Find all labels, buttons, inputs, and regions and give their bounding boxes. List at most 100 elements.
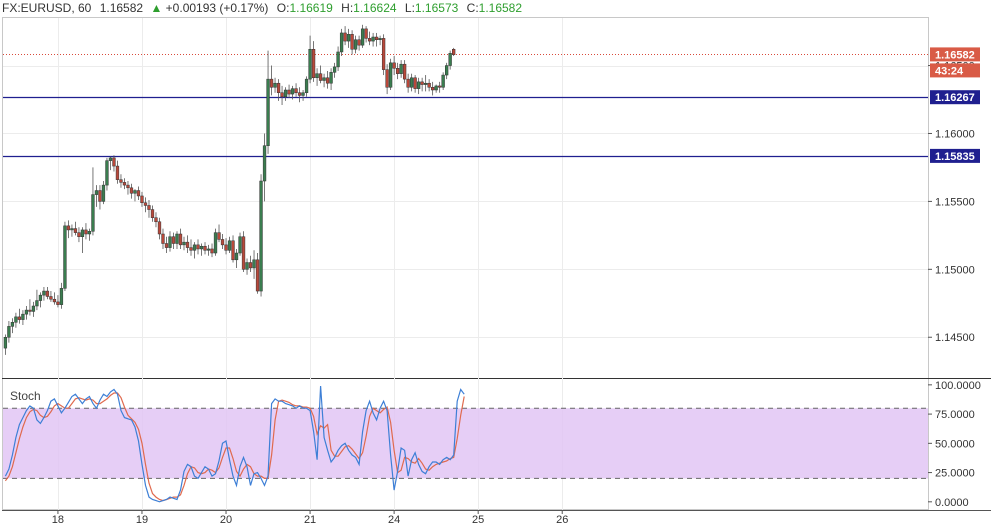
candle <box>392 56 396 76</box>
candle-body <box>203 245 207 251</box>
candle-body <box>420 81 424 85</box>
close-value: 1.16582 <box>478 1 523 15</box>
stoch-tick-label: 75.0000 <box>935 409 975 421</box>
candle <box>231 235 235 263</box>
candle-body <box>101 184 106 202</box>
candle-body <box>353 39 358 50</box>
candle-body <box>28 309 32 312</box>
countdown-tag: 43:24 <box>930 63 980 78</box>
candle <box>262 133 267 202</box>
candle-body <box>416 81 421 89</box>
candle-body <box>329 72 333 84</box>
candle <box>234 248 239 268</box>
candle-body <box>129 187 134 194</box>
candle <box>406 73 410 93</box>
candle-body <box>423 82 428 85</box>
candle-body <box>427 82 431 88</box>
candle <box>395 62 400 80</box>
candle-body <box>196 244 200 250</box>
candle <box>133 189 137 202</box>
candle <box>427 79 431 92</box>
last-price-tag-label: 1.16582 <box>935 49 975 61</box>
candle-body <box>38 294 43 301</box>
candle <box>374 32 379 47</box>
candle <box>381 34 386 76</box>
candle <box>108 156 113 171</box>
time-axis[interactable]: 18 19 20 21 24 25 26 <box>52 510 569 526</box>
open-label: O: <box>276 1 290 15</box>
candle <box>336 46 340 71</box>
candle <box>45 286 50 300</box>
candle <box>353 35 358 54</box>
candle-body <box>112 157 116 167</box>
candle-body <box>441 74 445 88</box>
candle <box>168 231 172 252</box>
candle <box>7 320 11 343</box>
candle-body <box>35 300 39 307</box>
candle <box>238 232 242 256</box>
candle <box>350 30 354 55</box>
candle <box>150 205 155 222</box>
candle <box>182 236 186 251</box>
horizontal-levels[interactable] <box>3 54 928 158</box>
candle-body <box>3 336 8 349</box>
candle-body <box>56 301 60 305</box>
candle <box>371 32 375 47</box>
candle-body <box>259 180 263 292</box>
candle <box>441 72 445 90</box>
candle-body <box>315 73 319 79</box>
candle <box>399 60 403 78</box>
candle-body <box>115 165 120 180</box>
candle-body <box>70 228 74 231</box>
candle-body <box>87 231 92 235</box>
candle <box>52 292 57 305</box>
last-price-tag: 1.16582 <box>930 47 980 62</box>
candle-body <box>276 82 281 93</box>
candle <box>445 62 449 80</box>
candle-body <box>297 92 302 96</box>
candle <box>203 242 207 255</box>
time-tick-label: 20 <box>220 514 232 526</box>
level-tag-bg <box>930 90 980 105</box>
stoch-d-line <box>4 392 465 502</box>
candle-body <box>119 179 123 183</box>
candle-body <box>399 63 403 74</box>
candle <box>28 299 32 316</box>
candle-body <box>409 77 414 88</box>
high-label: H: <box>341 1 354 15</box>
candle-body <box>430 87 435 91</box>
candle <box>70 224 74 237</box>
stoch-band <box>3 407 928 479</box>
last-price: 1.16582 <box>99 1 144 15</box>
candle-body <box>161 233 165 244</box>
candle-body <box>343 32 347 42</box>
candle-body <box>280 92 284 98</box>
candle-body <box>388 62 393 88</box>
symbol-label: FX:EURUSD, 60 <box>2 1 92 15</box>
countdown-tag-label: 43:24 <box>935 65 964 77</box>
candle <box>297 87 302 103</box>
candle <box>311 41 316 82</box>
candle <box>171 232 176 249</box>
candle-body <box>339 32 344 53</box>
time-tick-label: 25 <box>472 514 484 526</box>
candle-body <box>234 252 239 261</box>
candle-body <box>448 53 452 66</box>
candle <box>196 239 200 255</box>
candle <box>255 253 260 294</box>
candle-body <box>80 229 85 237</box>
candle-body <box>346 34 351 42</box>
close-label: C: <box>466 1 479 15</box>
stoch-tick-label: 0.0000 <box>935 497 969 509</box>
price-tick-label: 1.16000 <box>935 128 975 140</box>
stoch-axis[interactable]: 100.0000 75.0000 50.0000 25.0000 0.0000 <box>928 380 981 509</box>
candle <box>248 255 253 273</box>
candle-body <box>381 38 386 70</box>
axis-tags: 1.16582 43:24 1.16267 1.15835 <box>930 47 980 163</box>
candle-body <box>322 77 326 81</box>
candle <box>283 87 288 101</box>
candle <box>245 258 249 275</box>
candle <box>185 235 190 254</box>
candle <box>178 228 183 249</box>
